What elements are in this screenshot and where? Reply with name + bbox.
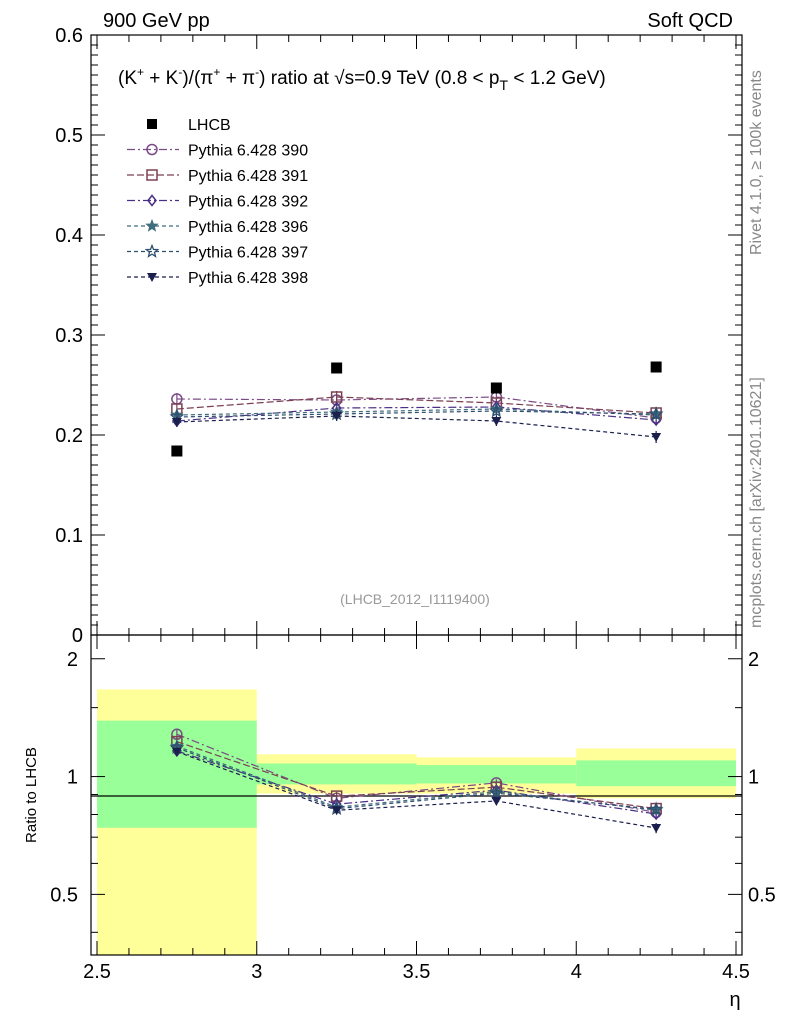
series-line (176, 396, 657, 414)
legend-marker (145, 218, 159, 232)
legend-label: Pythia 6.428 391 (188, 168, 308, 185)
ratio-point (648, 801, 664, 816)
legend-label: Pythia 6.428 398 (188, 270, 308, 287)
data-point (171, 445, 183, 457)
series-line (176, 410, 657, 418)
series-line (176, 415, 657, 438)
y-tick-label: 0.3 (55, 325, 83, 347)
series-point (489, 403, 504, 418)
legend-entry: Pythia 6.428 398 (127, 270, 308, 287)
ratio-y-tick-label-right: 1 (748, 767, 759, 789)
x-tick-label: 4 (571, 961, 582, 983)
y-tick-label: 0.4 (55, 225, 83, 247)
legend-marker (147, 194, 157, 207)
x-tick-label: 3 (251, 961, 262, 983)
x-tick-label: 3.5 (403, 961, 431, 983)
ratio-band-inner (576, 760, 736, 787)
ratio-y-tick-label-right: 0.5 (748, 884, 776, 906)
legend-label: Pythia 6.428 390 (188, 143, 308, 160)
legend-marker (147, 273, 157, 282)
ratio-band-inner (256, 763, 417, 785)
data-point (490, 382, 502, 394)
ratio-y-tick-label: 1 (67, 767, 78, 789)
x-tick-label: 4.5 (722, 961, 750, 983)
y-tick-label: 0.6 (55, 25, 83, 47)
series-point (171, 418, 182, 427)
series-line (176, 406, 657, 422)
ratio-point (491, 796, 502, 806)
ratio-line (176, 733, 657, 814)
series-point (331, 412, 342, 421)
legend-marker (147, 119, 157, 129)
y-tick-label: 0.5 (55, 125, 83, 147)
ratio-line (176, 747, 657, 810)
series-392 (171, 400, 662, 428)
lhcb-data (171, 361, 662, 457)
x-tick-label: 2.5 (83, 961, 111, 983)
legend-entry: Pythia 6.428 396 (127, 218, 308, 236)
x-axis-label: η (729, 989, 740, 1011)
ratio-band-inner (416, 765, 577, 784)
plot-title: (K+ + K-)/(π+ + π-) ratio at √s=0.9 TeV … (118, 65, 606, 93)
ratio-point (171, 747, 182, 757)
analysis-id-label: (LHCB_2012_I1119400) (340, 591, 490, 607)
legend-entry: Pythia 6.428 391 (127, 168, 308, 185)
ratio-series-398 (171, 747, 662, 834)
y-tick-label: 0.2 (55, 425, 83, 447)
ratio-point (489, 785, 504, 800)
ratio-panel: 2.5 3 3.5 4 4.5 0.5 0.5 1 1 2 2 (50, 634, 776, 983)
ratio-y-tick-label: 0.5 (50, 884, 78, 906)
legend-marker (146, 143, 158, 156)
legend: LHCB Pythia 6.428 390 Pythia 6.428 391 Pyth… (127, 117, 308, 287)
legend-entry: Pythia 6.428 390 (127, 143, 308, 160)
ratio-y-tick-label-right: 2 (748, 649, 759, 671)
series-point (648, 406, 664, 421)
legend-marker (146, 169, 158, 181)
y-tick-label: 0.1 (55, 525, 83, 547)
legend-label: Pythia 6.428 396 (188, 219, 308, 236)
main-panel: 0 0.1 0.2 0.3 0.4 0.5 0.6 (55, 25, 743, 647)
series-point (651, 433, 662, 442)
rivet-version-label: Rivet 4.1.0, ≥ 100k events (748, 70, 765, 255)
legend-label: Pythia 6.428 392 (188, 194, 308, 211)
header-right-label: Soft QCD (647, 10, 733, 32)
header-left-label: 900 GeV pp (103, 10, 210, 32)
series-398 (171, 411, 662, 443)
legend-label: LHCB (188, 117, 231, 134)
ratio-line (176, 750, 657, 815)
ratio-point (651, 824, 662, 834)
ratio-line (176, 741, 657, 810)
legend-entry-lhcb: LHCB (147, 117, 231, 134)
legend-marker (144, 243, 160, 258)
ratio-line (176, 751, 657, 829)
series-point (491, 417, 502, 426)
y-tick-label: 0 (72, 625, 83, 647)
ratio-point (331, 806, 342, 816)
data-point (650, 361, 662, 373)
ratio-y-axis-label: Ratio to LHCB (23, 747, 40, 843)
legend-entry: Pythia 6.428 392 (127, 194, 308, 211)
ratio-y-tick-label: 2 (67, 649, 78, 671)
data-point (331, 362, 343, 374)
mcplots-credit-label: mcplots.cern.ch [arXiv:2401.10621] (748, 377, 765, 628)
legend-entry: Pythia 6.428 397 (127, 243, 308, 262)
ratio-line (176, 745, 657, 811)
legend-label: Pythia 6.428 397 (188, 245, 308, 262)
